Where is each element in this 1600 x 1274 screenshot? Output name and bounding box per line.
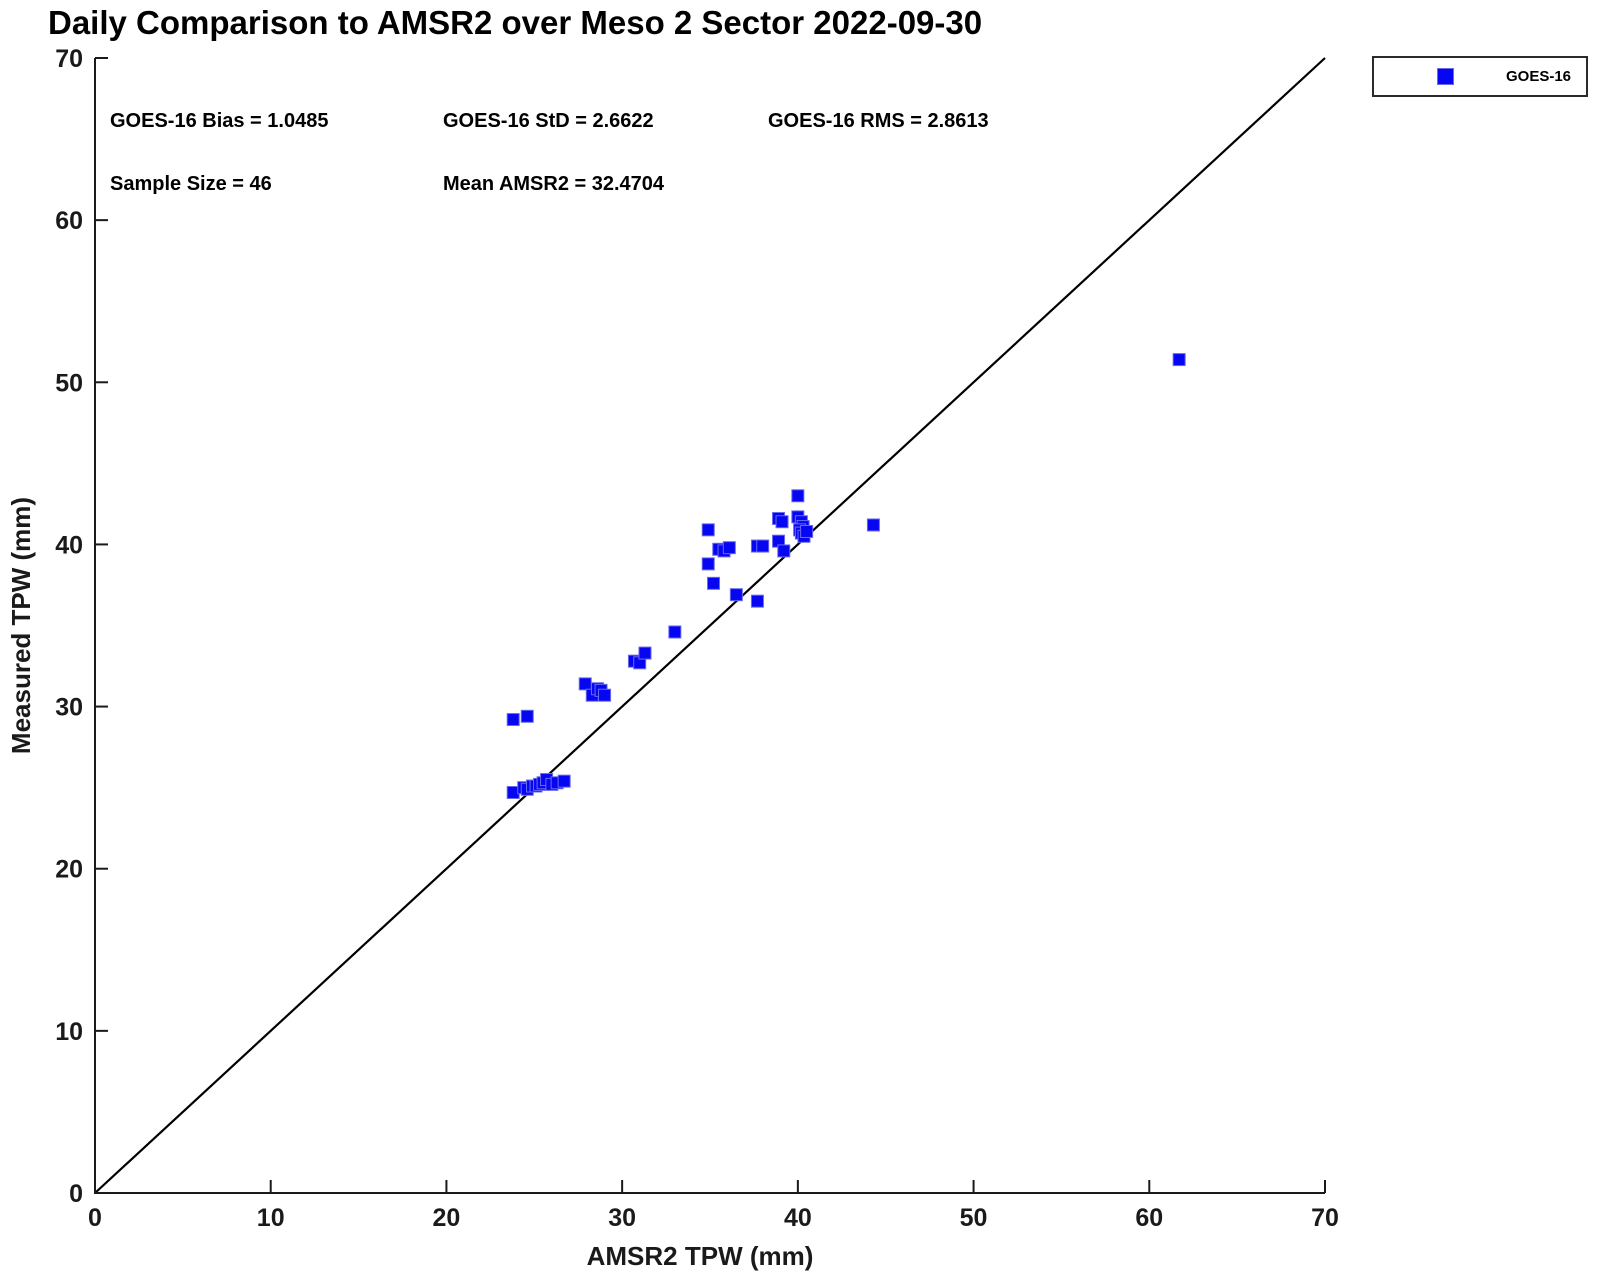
y-tick-label: 50: [55, 369, 83, 397]
legend-marker-square-icon: [1437, 68, 1454, 85]
data-point: [729, 588, 743, 602]
x-tick-label: 40: [784, 1204, 812, 1232]
data-point: [777, 544, 791, 558]
data-point: [775, 515, 789, 529]
data-point: [756, 539, 770, 553]
x-tick-label: 70: [1311, 1204, 1339, 1232]
data-point: [668, 625, 682, 639]
y-tick-label: 10: [55, 1018, 83, 1046]
data-point: [791, 489, 805, 503]
data-point: [866, 518, 880, 532]
stat-bias: GOES-16 Bias = 1.0485: [110, 110, 329, 132]
data-point: [578, 677, 592, 691]
data-point: [506, 713, 520, 727]
data-point: [701, 557, 715, 571]
data-point: [722, 541, 736, 555]
y-tick-label: 40: [55, 531, 83, 559]
data-point: [750, 594, 764, 608]
x-axis-label: AMSR2 TPW (mm): [587, 1241, 814, 1271]
x-tick-label: 20: [433, 1204, 461, 1232]
x-tick-label: 60: [1135, 1204, 1163, 1232]
x-tick-label: 0: [88, 1204, 102, 1232]
stat-sample-size: Sample Size = 46: [110, 173, 272, 195]
x-tick-label: 30: [608, 1204, 636, 1232]
y-tick-label: 20: [55, 856, 83, 884]
y-tick-label: 30: [55, 694, 83, 722]
y-tick-label: 60: [55, 207, 83, 235]
stat-mean-amsr2: Mean AMSR2 = 32.4704: [443, 173, 665, 195]
data-point: [638, 646, 652, 660]
one-to-one-line: [94, 57, 1326, 1194]
data-point: [800, 524, 814, 538]
stat-std: GOES-16 StD = 2.6622: [443, 110, 654, 132]
legend-entry-label: GOES-16: [1506, 68, 1572, 85]
data-point: [701, 523, 715, 537]
data-point: [1172, 353, 1186, 367]
data-point: [520, 709, 534, 723]
chart-title: Daily Comparison to AMSR2 over Meso 2 Se…: [48, 4, 983, 41]
y-tick-label: 70: [55, 45, 83, 73]
y-tick-label: 0: [69, 1180, 83, 1208]
y-axis-label: Measured TPW (mm): [6, 497, 36, 754]
x-tick-label: 10: [257, 1204, 285, 1232]
x-tick-label: 50: [960, 1204, 988, 1232]
data-point: [557, 774, 571, 788]
legend-box: GOES-16: [1372, 56, 1588, 97]
stat-rms: GOES-16 RMS = 2.8613: [768, 110, 989, 132]
data-point: [707, 576, 721, 590]
data-point: [598, 688, 612, 702]
